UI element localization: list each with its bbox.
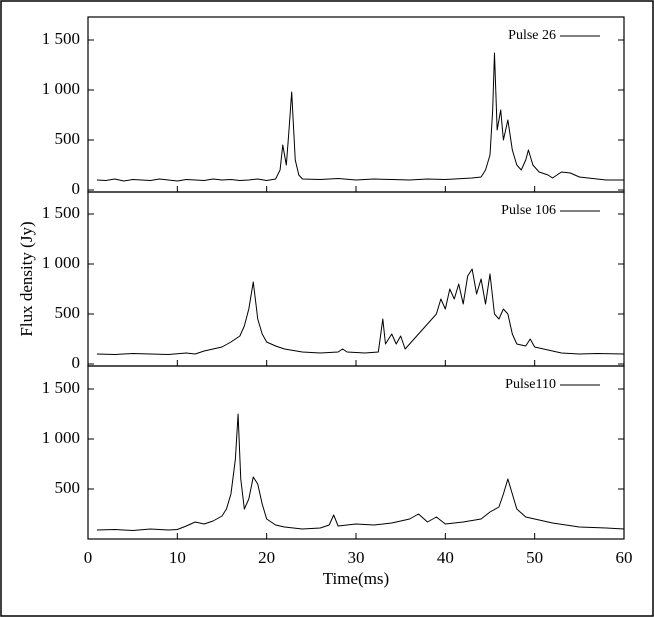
x-tick-label: 20 bbox=[258, 548, 275, 567]
panel-frame bbox=[87, 16, 625, 193]
y-tick-label: 500 bbox=[55, 303, 81, 322]
y-tick-label: 1 000 bbox=[42, 253, 80, 272]
legend-label: Pulse110 bbox=[505, 377, 556, 392]
y-tick-label: 500 bbox=[55, 129, 81, 148]
x-tick-label: 60 bbox=[616, 548, 633, 567]
y-tick-label: 1 500 bbox=[42, 378, 80, 397]
x-tick-label: 10 bbox=[169, 548, 186, 567]
y-tick-label: 0 bbox=[72, 179, 81, 198]
x-tick-label: 0 bbox=[84, 548, 93, 567]
legend-label: Pulse 106 bbox=[501, 203, 556, 218]
x-tick-label: 50 bbox=[526, 548, 543, 567]
y-tick-label: 0 bbox=[72, 353, 81, 372]
y-tick-label: 1 000 bbox=[42, 428, 80, 447]
trace bbox=[96, 52, 624, 182]
y-tick-label: 500 bbox=[55, 478, 81, 497]
x-axis-label: Time(ms) bbox=[323, 569, 389, 588]
legend-label: Pulse 26 bbox=[508, 28, 556, 43]
trace bbox=[96, 268, 625, 355]
y-axis-label: Flux density (Jy) bbox=[17, 221, 36, 336]
y-tick-label: 1 500 bbox=[42, 29, 80, 48]
x-tick-label: 30 bbox=[348, 548, 365, 567]
x-tick-label: 40 bbox=[437, 548, 454, 567]
y-tick-label: 1 000 bbox=[42, 79, 80, 98]
trace bbox=[96, 413, 625, 531]
y-tick-label: 1 500 bbox=[42, 203, 80, 222]
